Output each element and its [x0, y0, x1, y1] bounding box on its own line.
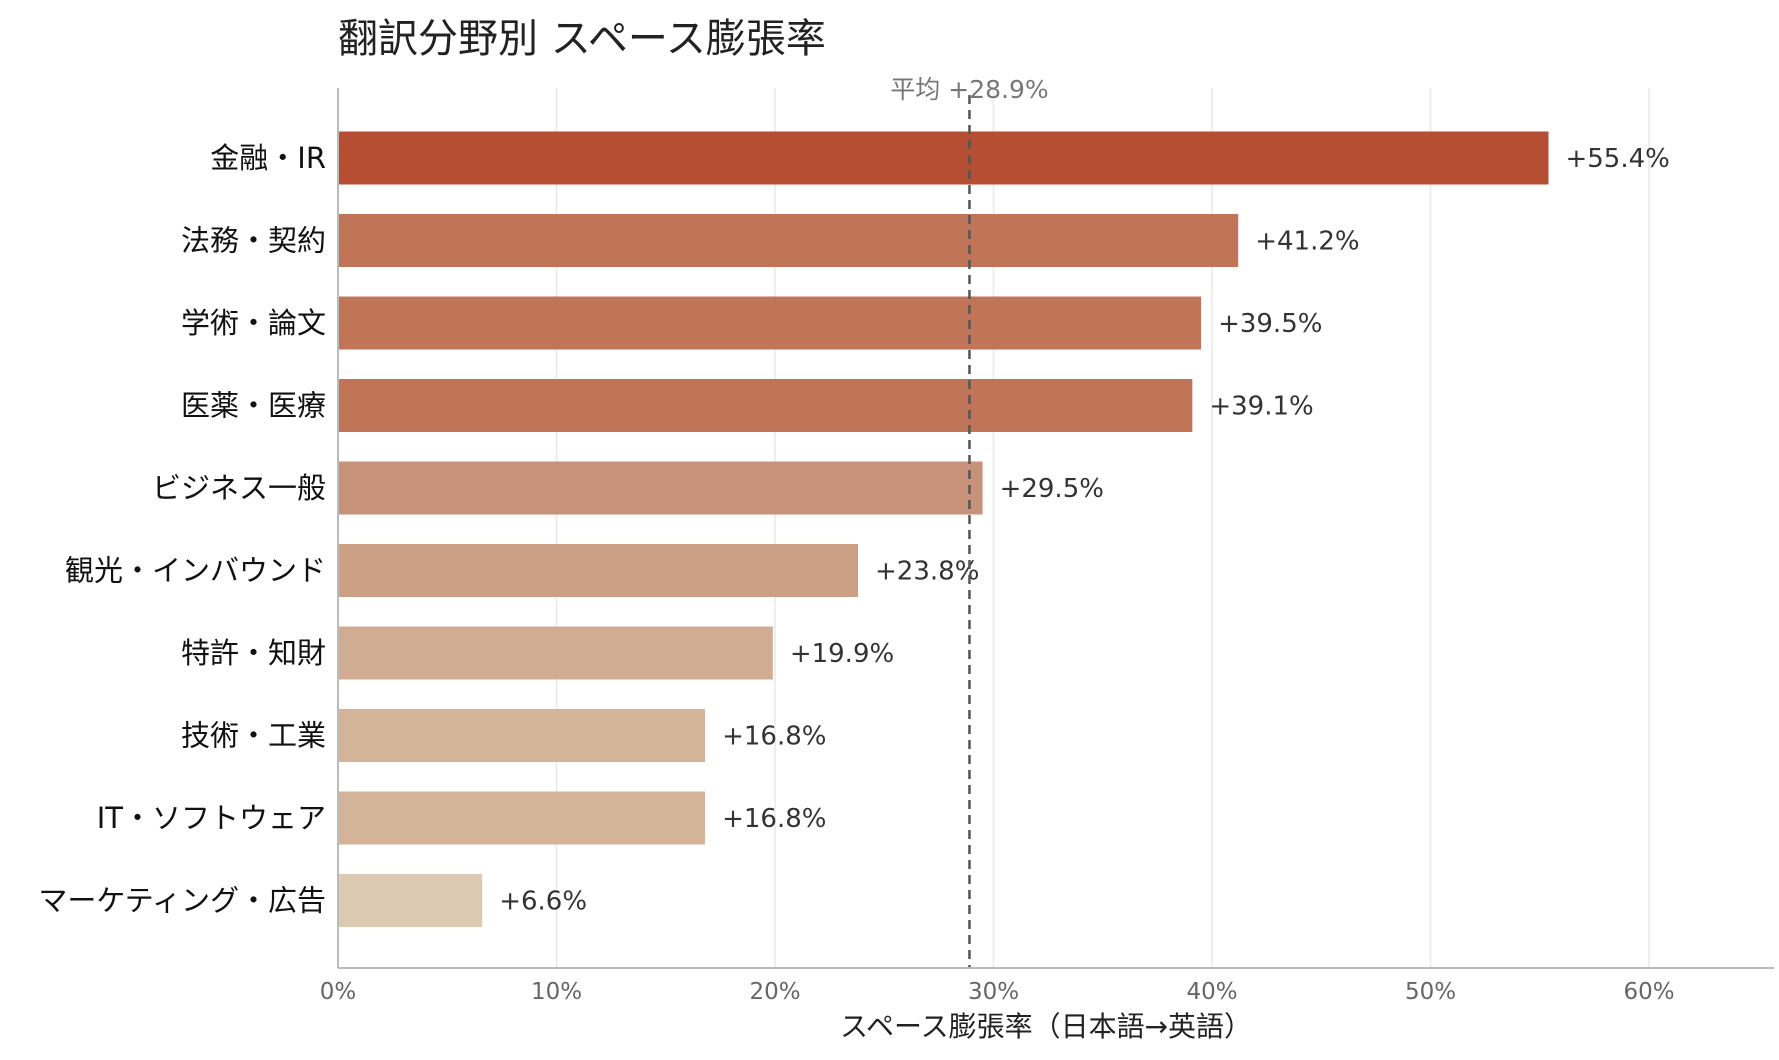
bar-7: [339, 626, 773, 680]
value-label-1: +55.4%: [1565, 144, 1669, 174]
x-axis-title: スペース膨張率（日本語→英語）: [840, 1010, 1252, 1043]
bar-3: [339, 296, 1202, 350]
category-label-5: ビジネス一般: [152, 471, 326, 505]
x-tick-label-20: 20%: [749, 979, 800, 1005]
value-label-6: +23.8%: [875, 557, 979, 587]
bar-4: [339, 379, 1193, 432]
bar-9: [339, 791, 706, 845]
value-label-9: +16.8%: [722, 804, 826, 834]
value-label-8: +16.8%: [722, 722, 826, 752]
x-tick-label-30: 30%: [968, 979, 1019, 1005]
category-label-8: 技術・工業: [181, 719, 326, 753]
bar-5: [339, 461, 983, 515]
category-label-9: IT・ソフトウェア: [97, 801, 326, 835]
value-label-10: +6.6%: [499, 887, 587, 917]
value-label-2: +41.2%: [1255, 227, 1359, 257]
x-tick-label-40: 40%: [1186, 979, 1237, 1005]
category-label-1: 金融・IR: [210, 141, 326, 175]
bar-2: [339, 214, 1239, 267]
x-axis: 0% 10% 20% 30% 40% 50% 60%: [320, 88, 1774, 1005]
category-label-6: 観光・インバウンド: [65, 554, 326, 588]
bar-8: [339, 709, 706, 762]
value-label-7: +19.9%: [790, 639, 894, 669]
average-label: 平均 +28.9%: [890, 75, 1048, 104]
x-tick-label-10: 10%: [531, 979, 582, 1005]
chart-title: 翻訳分野別 スペース膨張率: [338, 16, 826, 62]
value-label-5: +29.5%: [1000, 474, 1104, 504]
category-label-3: 学術・論文: [181, 306, 326, 340]
category-label-10: マーケティング・広告: [38, 884, 326, 918]
category-label-2: 法務・契約: [181, 224, 326, 258]
bar-1: [339, 131, 1549, 185]
value-label-3: +39.5%: [1218, 309, 1322, 339]
category-label-4: 医薬・医療: [181, 389, 326, 423]
bar-6: [339, 544, 859, 597]
bar-10: [339, 874, 483, 927]
category-label-7: 特許・知財: [181, 636, 326, 670]
value-label-4: +39.1%: [1209, 392, 1313, 422]
x-tick-label-0: 0%: [320, 979, 357, 1005]
bars: 金融・IR +55.4% 法務・契約 +41.2% 学術・論文 +39.5% 医薬・医療 +3…: [38, 131, 1670, 927]
x-tick-label-60: 60%: [1623, 979, 1674, 1005]
average-reference: 平均 +28.9%: [890, 75, 1049, 968]
x-tick-label-50: 50%: [1405, 979, 1456, 1005]
